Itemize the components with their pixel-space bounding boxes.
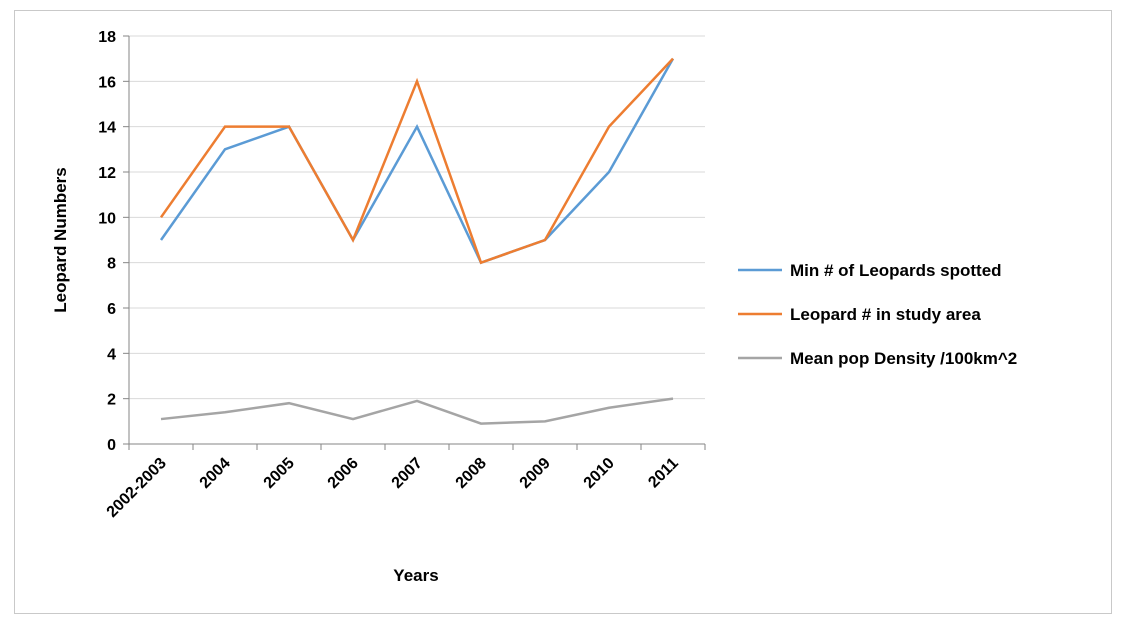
x-tick-label: 2002-2003 bbox=[104, 455, 170, 521]
x-tick-label: 2004 bbox=[197, 455, 234, 492]
series-line-3 bbox=[160, 397, 674, 425]
y-tick-label: 12 bbox=[98, 165, 116, 182]
series-lines bbox=[159, 57, 675, 425]
x-tick-label: 2011 bbox=[645, 455, 682, 492]
series-line-2 bbox=[159, 57, 674, 265]
y-tick-label: 14 bbox=[98, 120, 116, 137]
x-axis-ticks: 2002-2003 2004 2005 2006 2007 2008 2009 2010 201… bbox=[104, 444, 706, 521]
y-tick-label: 10 bbox=[98, 210, 116, 227]
y-tick-label: 16 bbox=[98, 74, 116, 91]
legend-label-3: Mean pop Density /100km^2 bbox=[790, 349, 1017, 368]
x-tick-label: 2006 bbox=[325, 455, 362, 492]
y-tick-label: 0 bbox=[107, 437, 116, 454]
y-axis-ticks: 0 2 4 6 8 10 12 14 16 18 bbox=[98, 29, 129, 454]
y-tick-label: 2 bbox=[107, 392, 116, 409]
gridlines bbox=[129, 35, 705, 400]
y-tick-label: 4 bbox=[107, 346, 116, 363]
legend-label-2: Leopard # in study area bbox=[790, 305, 981, 324]
x-tick-label: 2007 bbox=[389, 455, 426, 492]
legend: Min # of Leopards spotted Leopard # in st… bbox=[738, 261, 1017, 368]
series-line-1 bbox=[159, 58, 675, 265]
x-axis-title: Years bbox=[393, 566, 438, 585]
x-tick-label: 2010 bbox=[581, 455, 618, 492]
y-tick-label: 6 bbox=[107, 301, 116, 318]
axes bbox=[128, 36, 705, 445]
x-tick-label: 2008 bbox=[453, 455, 490, 492]
y-tick-label: 18 bbox=[98, 29, 116, 46]
x-tick-label: 2009 bbox=[517, 455, 554, 492]
chart-frame bbox=[14, 10, 1112, 614]
y-tick-label: 8 bbox=[107, 256, 116, 273]
x-tick-label: 2005 bbox=[261, 455, 298, 492]
y-axis-title: Leopard Numbers bbox=[51, 167, 70, 312]
legend-label-1: Min # of Leopards spotted bbox=[790, 261, 1002, 280]
